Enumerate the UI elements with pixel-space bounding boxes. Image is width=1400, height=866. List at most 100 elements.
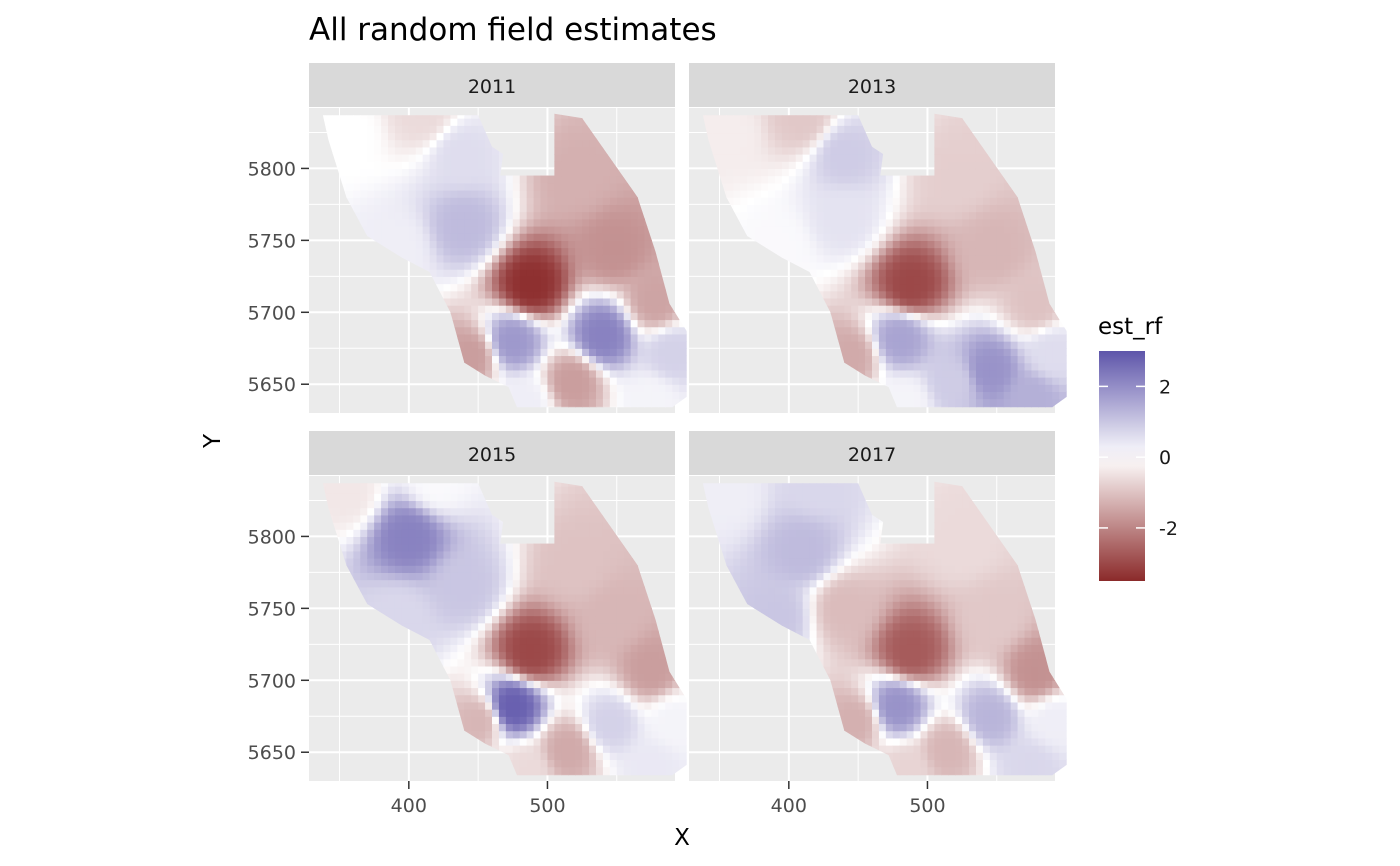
raster-cell xyxy=(346,175,354,184)
raster-cell xyxy=(436,240,445,249)
raster-cell xyxy=(505,362,514,371)
raster-cell xyxy=(561,312,569,321)
raster-cell xyxy=(374,146,382,155)
raster-cell xyxy=(788,175,797,184)
raster-cell xyxy=(899,297,908,306)
raster-cell xyxy=(816,146,825,155)
raster-cell xyxy=(595,161,604,170)
raster-cell xyxy=(554,305,562,313)
raster-cell xyxy=(1038,312,1046,321)
raster-cell xyxy=(408,211,417,220)
raster-cell xyxy=(1045,362,1053,371)
raster-cell xyxy=(899,305,908,313)
raster-cell xyxy=(679,118,687,126)
raster-cell xyxy=(913,254,922,263)
raster-cell xyxy=(802,190,811,198)
raster-cell xyxy=(809,204,818,213)
raster-cell xyxy=(1024,276,1033,285)
raster-cell xyxy=(346,197,354,205)
raster-cell xyxy=(616,197,625,205)
raster-cell xyxy=(1003,333,1012,342)
raster-cell xyxy=(658,326,666,335)
raster-cell xyxy=(450,254,458,263)
raster-cell xyxy=(892,305,901,313)
raster-cell xyxy=(394,247,403,256)
raster-cell xyxy=(913,204,922,213)
raster-cell xyxy=(865,333,873,342)
raster-cell xyxy=(429,113,438,119)
raster-cell xyxy=(443,269,452,277)
raster-cell xyxy=(1003,269,1012,277)
raster-cell xyxy=(975,139,984,148)
raster-cell xyxy=(568,391,576,400)
raster-cell xyxy=(948,132,956,141)
raster-cell xyxy=(774,154,783,162)
raster-cell xyxy=(996,240,1005,249)
raster-cell xyxy=(575,398,583,407)
raster-cell xyxy=(851,154,859,162)
raster-cell xyxy=(962,369,970,378)
raster-cell xyxy=(913,362,922,371)
raster-cell xyxy=(996,276,1005,285)
raster-cell xyxy=(934,276,942,285)
raster-cell xyxy=(837,211,845,220)
raster-cell xyxy=(512,190,521,198)
raster-cell xyxy=(969,305,977,313)
raster-cell xyxy=(837,305,845,313)
raster-cell xyxy=(809,154,818,162)
raster-cell xyxy=(568,218,576,227)
raster-cell xyxy=(554,182,562,191)
raster-cell xyxy=(658,297,666,306)
raster-cell xyxy=(526,233,535,241)
raster-cell xyxy=(830,168,838,177)
raster-cell xyxy=(975,225,984,234)
raster-cell xyxy=(962,297,970,306)
raster-cell xyxy=(561,362,569,371)
raster-cell xyxy=(422,118,431,126)
raster-cell xyxy=(332,146,341,155)
raster-cell xyxy=(547,398,555,407)
raster-cell xyxy=(830,125,838,134)
raster-cell xyxy=(768,218,776,227)
raster-cell xyxy=(582,190,590,198)
raster-cell xyxy=(996,369,1005,378)
raster-cell xyxy=(1003,254,1012,263)
raster-cell xyxy=(498,204,507,213)
raster-cell xyxy=(934,139,942,148)
raster-cell xyxy=(955,240,963,249)
raster-cell xyxy=(450,132,458,141)
raster-cell xyxy=(492,276,500,285)
raster-cell xyxy=(679,377,687,385)
raster-cell xyxy=(422,197,431,205)
raster-cell xyxy=(865,312,873,321)
raster-cell xyxy=(422,218,431,227)
raster-cell xyxy=(485,146,493,155)
raster-cell xyxy=(457,125,465,134)
raster-cell xyxy=(747,175,755,184)
raster-cell xyxy=(492,290,500,299)
raster-cell xyxy=(540,182,549,191)
raster-cell xyxy=(1003,348,1012,357)
raster-cell xyxy=(498,225,507,234)
raster-cell xyxy=(989,204,998,213)
raster-cell xyxy=(464,175,472,184)
raster-cell xyxy=(830,312,838,321)
raster-cell xyxy=(464,113,472,119)
raster-cell xyxy=(885,305,894,313)
raster-cell xyxy=(478,125,486,134)
raster-cell xyxy=(471,168,479,177)
raster-cell xyxy=(927,175,935,184)
raster-cell xyxy=(554,146,562,155)
raster-cell xyxy=(872,319,880,328)
raster-cell xyxy=(1024,233,1033,241)
raster-cell xyxy=(478,197,486,205)
raster-cell xyxy=(526,225,535,234)
raster-cell xyxy=(1059,348,1067,357)
raster-cell xyxy=(982,211,991,220)
raster-cell xyxy=(429,161,438,170)
raster-cell xyxy=(401,125,410,134)
raster-cell xyxy=(589,319,597,328)
raster-cell xyxy=(526,261,535,270)
raster-cell xyxy=(644,355,653,364)
raster-cell xyxy=(788,125,797,134)
